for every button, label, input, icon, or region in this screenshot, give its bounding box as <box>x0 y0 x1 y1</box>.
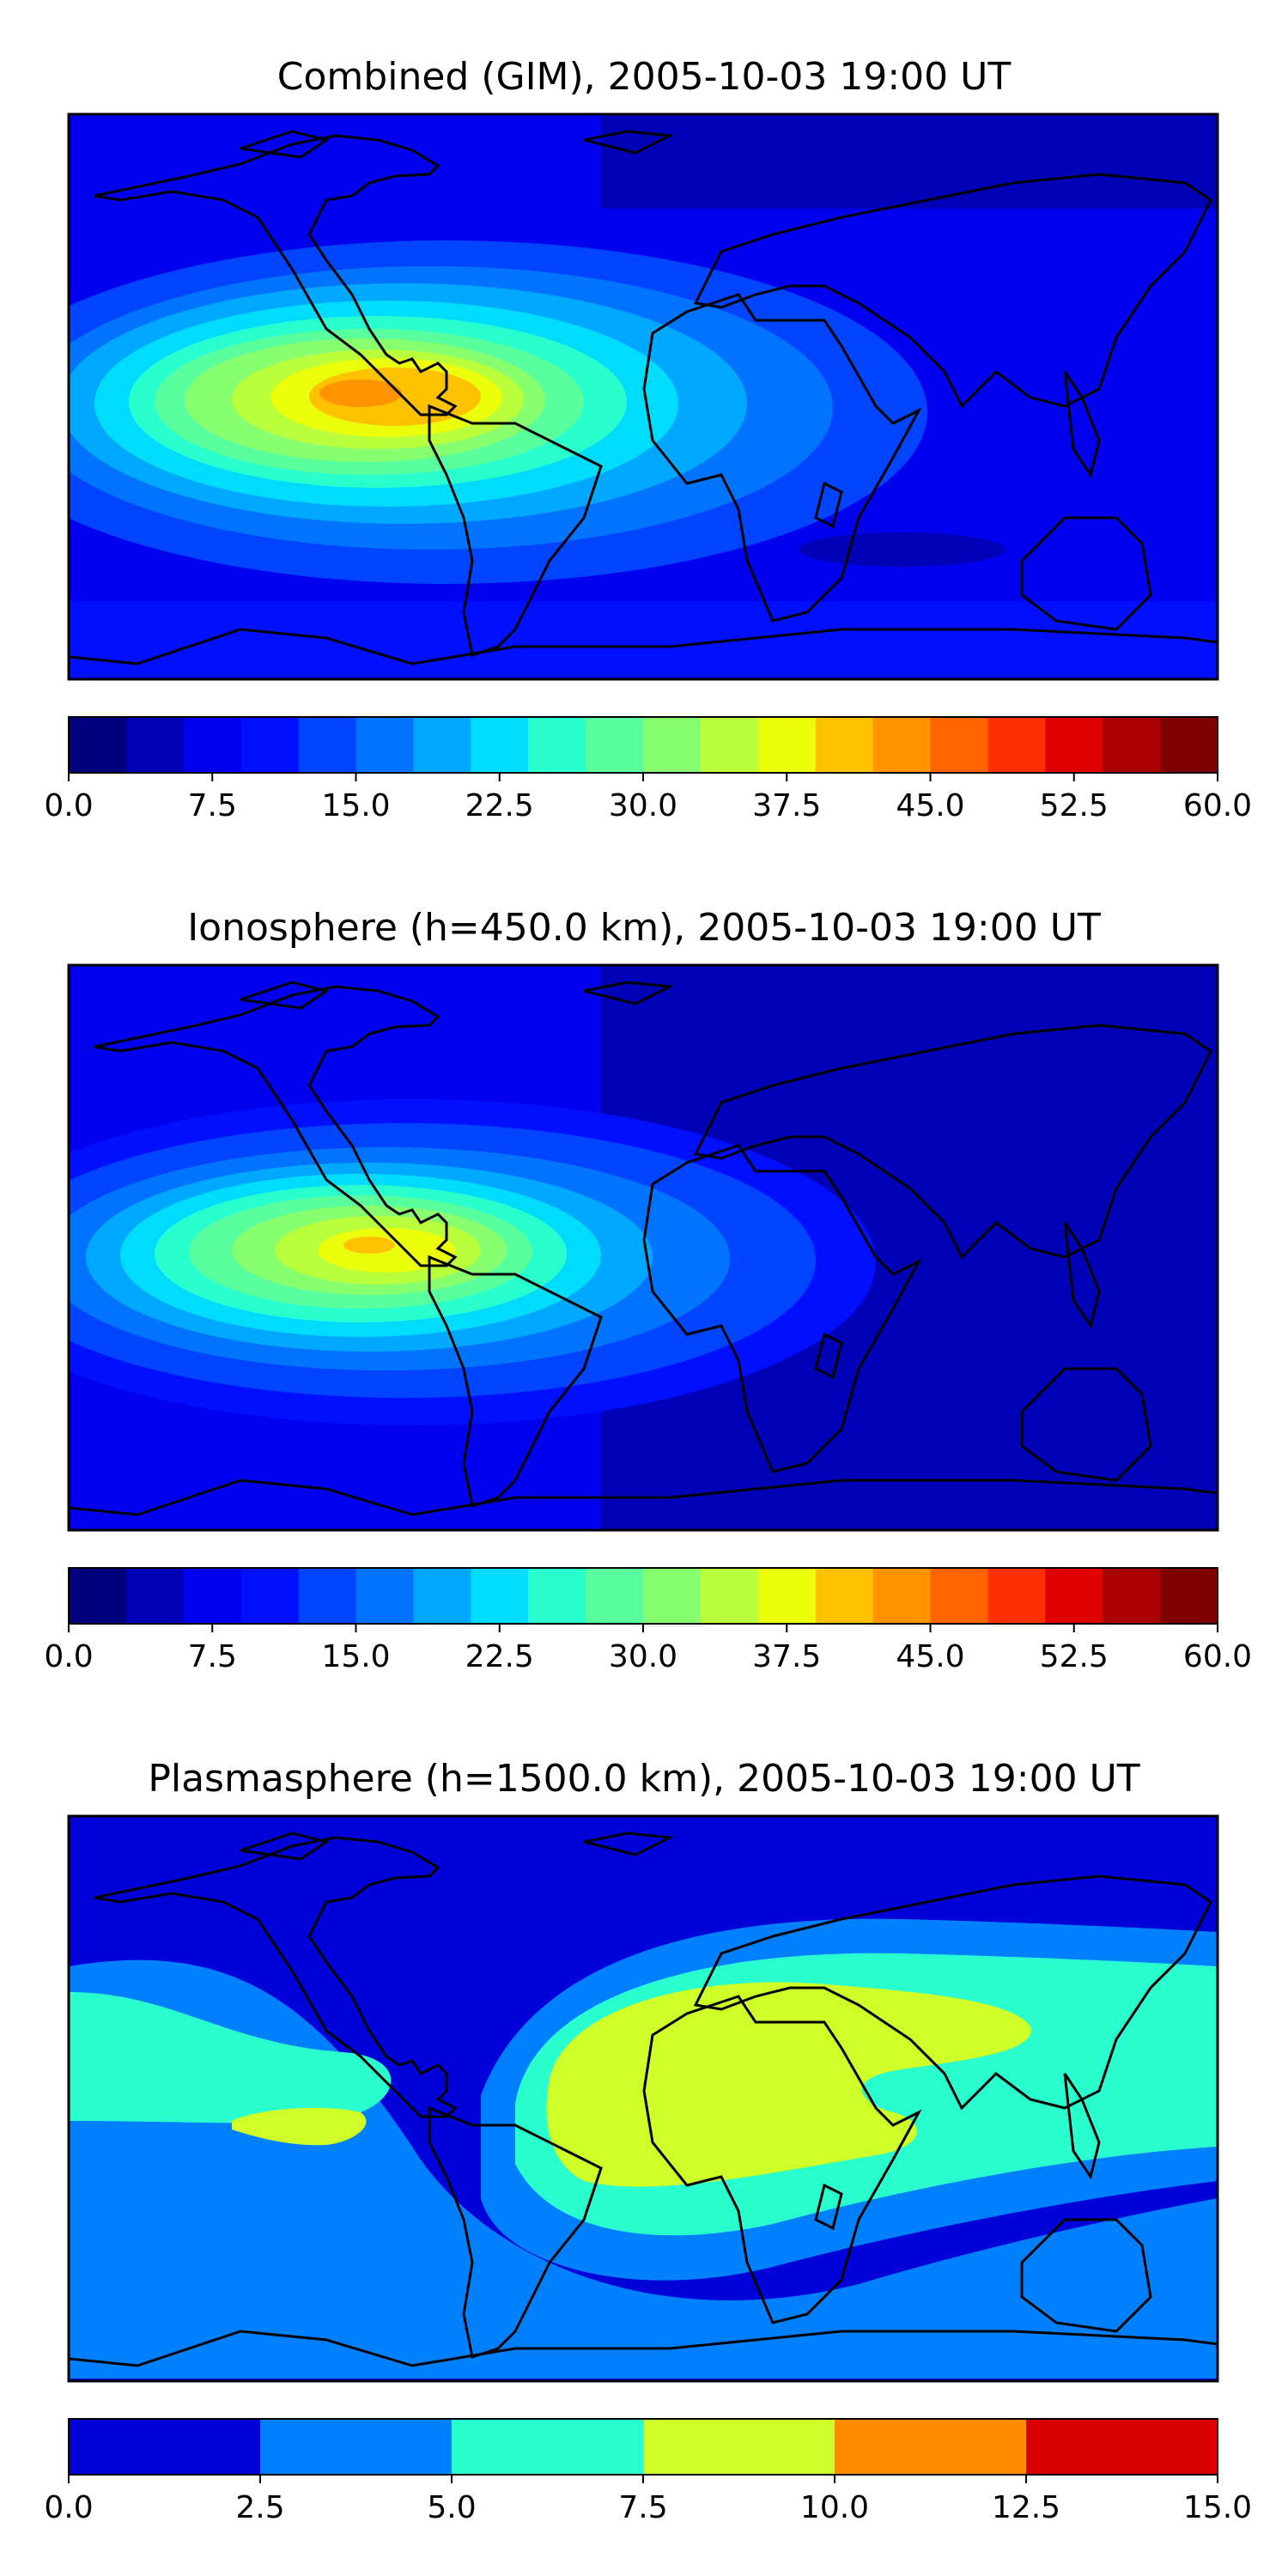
contour-band <box>69 1992 392 2123</box>
colorbar-cell <box>1160 1568 1218 1624</box>
colorbar-tick-label: 30.0 <box>609 788 677 823</box>
map-field <box>69 965 1218 1530</box>
colorbar-cell <box>183 1568 242 1624</box>
colorbar-cell <box>835 2419 1027 2475</box>
colorbar-tick-label: 45.0 <box>896 788 964 823</box>
colorbar-tick-label: 22.5 <box>465 788 534 823</box>
colorbar-cell <box>1045 1568 1103 1624</box>
colorbar-cell <box>471 1568 529 1624</box>
colorbar-tick-label: 0.0 <box>44 788 93 823</box>
colorbar-cell <box>643 717 702 773</box>
contour-peak <box>319 380 402 407</box>
colorbar-cell <box>930 1568 988 1624</box>
colorbar-tick-label: 37.5 <box>752 1639 821 1674</box>
colorbar-cell <box>987 717 1046 773</box>
map-frame <box>67 963 1219 1532</box>
low-patch <box>799 532 1005 567</box>
colorbar-tick-label: 60.0 <box>1183 788 1252 823</box>
colorbar-tick-label: 60.0 <box>1183 1639 1252 1674</box>
colorbar-cell <box>815 1568 874 1624</box>
colorbar-cell <box>355 717 414 773</box>
colorbar-cell <box>298 717 356 773</box>
colorbar-cell <box>69 2419 261 2475</box>
colorbar-cell <box>1103 1568 1161 1624</box>
colorbar-tick-label: 2.5 <box>235 2490 284 2525</box>
colorbar-cell <box>452 2419 644 2475</box>
colorbar-tick-label: 45.0 <box>896 1639 964 1674</box>
panel-ionosphere: Ionosphere (h=450.0 km), 2005-10-03 19:0… <box>44 906 1252 1674</box>
colorbar-tick-label: 15.0 <box>321 1639 390 1674</box>
colorbar-tick-label: 7.5 <box>188 1639 237 1674</box>
colorbar-tick-label: 0.0 <box>44 1639 93 1674</box>
panel-plasmasphere: Plasmasphere (h=1500.0 km), 2005-10-03 1… <box>44 1757 1252 2525</box>
contour-peak <box>232 2107 367 2146</box>
colorbar-cell <box>413 1568 471 1624</box>
colorbar-cell <box>355 1568 414 1624</box>
colorbar-tick-label: 22.5 <box>465 1639 534 1674</box>
colorbar-tick-label: 7.5 <box>188 788 237 823</box>
north-low-band <box>601 114 1218 209</box>
colorbar-tick-label: 30.0 <box>609 1639 677 1674</box>
colorbar-cell <box>586 717 644 773</box>
colorbar-cell <box>700 717 759 773</box>
map-field <box>69 1816 1218 2381</box>
colorbar-tick-label: 52.5 <box>1040 1639 1109 1674</box>
colorbar-tick-label: 7.5 <box>618 2490 667 2525</box>
colorbar-tick-label: 15.0 <box>321 788 390 823</box>
south-band <box>69 601 1218 679</box>
colorbar-cell <box>872 717 931 773</box>
colorbar-tick-label: 15.0 <box>1183 2490 1252 2525</box>
colorbar-tick-label: 5.0 <box>427 2490 476 2525</box>
contour-band <box>69 1959 1218 2379</box>
colorbar-tick-label: 37.5 <box>752 788 821 823</box>
chart-title: Plasmasphere (h=1500.0 km), 2005-10-03 1… <box>148 1757 1139 1801</box>
colorbar-cell <box>757 1568 817 1624</box>
colorbar-cell <box>1160 717 1218 773</box>
colorbar-cell <box>528 1568 586 1624</box>
colorbar-tick-label: 12.5 <box>992 2490 1060 2525</box>
colorbar-cell <box>298 1568 356 1624</box>
map-frame <box>67 1814 1219 2383</box>
colorbar-cell <box>69 717 127 773</box>
colorbar-cell <box>643 1568 702 1624</box>
chart-title: Ionosphere (h=450.0 km), 2005-10-03 19:0… <box>187 906 1101 950</box>
map-field <box>69 114 1218 679</box>
colorbar-tick-label: 0.0 <box>44 2490 93 2525</box>
colorbar-cell <box>528 717 586 773</box>
colorbar-cell <box>260 2419 453 2475</box>
colorbar: 0.0 7.5 15.0 22.5 30.0 37.5 45.0 52.5 60.0 <box>44 1567 1252 1674</box>
chart-title: Combined (GIM), 2005-10-03 19:00 UT <box>277 55 1012 99</box>
contour-peak <box>343 1236 395 1254</box>
colorbar-cell <box>930 717 988 773</box>
colorbar-cell <box>125 1568 185 1624</box>
colorbar-cell <box>125 717 185 773</box>
map-frame <box>67 112 1219 681</box>
colorbar-cell <box>872 1568 931 1624</box>
colorbar-cell <box>987 1568 1046 1624</box>
colorbar-cell <box>700 1568 759 1624</box>
contour-band <box>546 1982 1031 2187</box>
colorbar-cell <box>1045 717 1103 773</box>
colorbar-cell <box>413 717 471 773</box>
colorbar-cell <box>643 2419 835 2475</box>
colorbar: 0.0 2.5 5.0 7.5 10.0 12.5 15.0 <box>44 2418 1252 2525</box>
colorbar-cell <box>471 717 529 773</box>
colorbar-cell <box>757 717 817 773</box>
colorbar-cell <box>183 717 242 773</box>
colorbar-tick-label: 10.0 <box>800 2490 869 2525</box>
colorbar-cell <box>815 717 874 773</box>
colorbar-cell <box>1103 717 1161 773</box>
panel-combined: Combined (GIM), 2005-10-03 19:00 UT 0.0 7… <box>44 55 1252 823</box>
colorbar-cell <box>1026 2419 1218 2475</box>
colorbar-cell <box>69 1568 127 1624</box>
colorbar-cell <box>586 1568 644 1624</box>
colorbar: 0.0 7.5 15.0 22.5 30.0 37.5 45.0 52.5 60.0 <box>44 716 1252 823</box>
colorbar-cell <box>240 717 300 773</box>
colorbar-cell <box>240 1568 300 1624</box>
colorbar-tick-label: 52.5 <box>1040 788 1109 823</box>
